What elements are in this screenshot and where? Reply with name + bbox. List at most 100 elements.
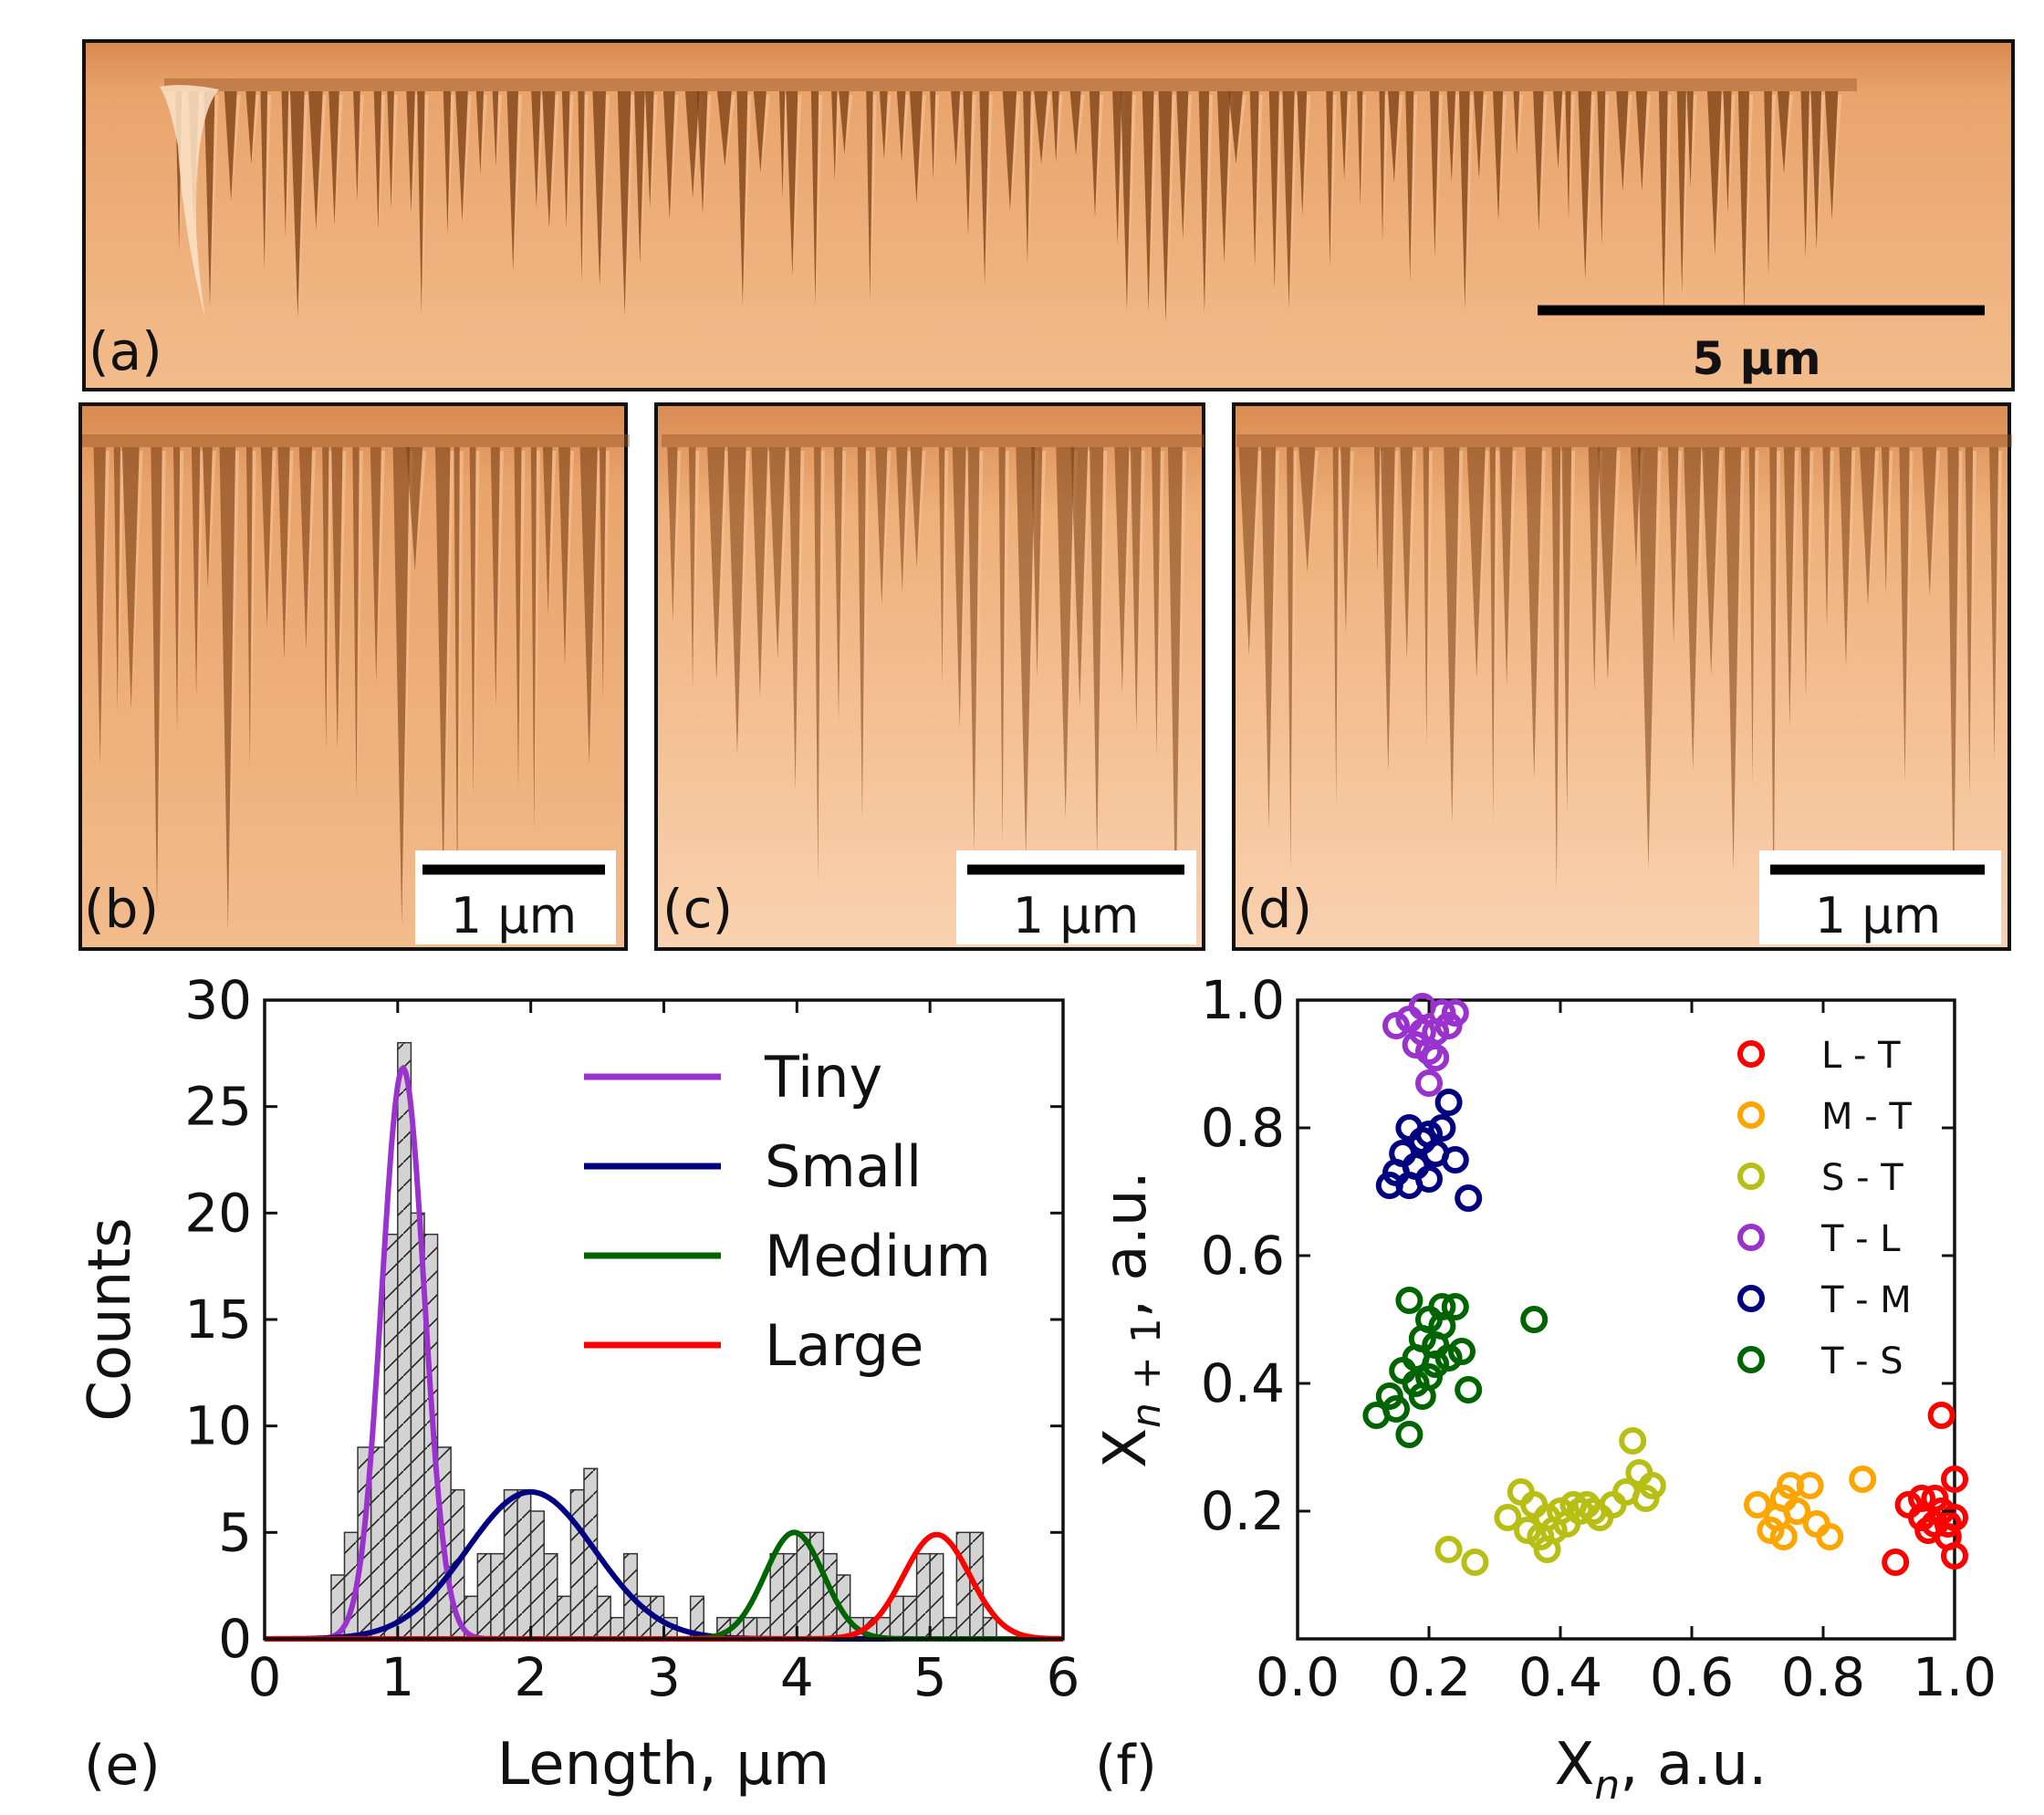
sem-needle [751,447,768,698]
sem-needle [245,447,253,770]
histogram-bar [397,1041,412,1640]
sem-needle-edge [583,95,589,274]
scatter-point-ts [1382,1395,1410,1423]
sem-needle-edge [1790,451,1799,715]
sem-needle [1810,91,1822,250]
sem-needle-edge [119,451,124,700]
histogram-bar [557,1595,572,1640]
scatter-point-tm [1415,1121,1443,1148]
sem-needle [1249,91,1259,267]
scatter-point-lt [1941,1504,1968,1531]
sem-needle [979,91,989,286]
sem-needle-edge [903,451,912,586]
sem-needle-edge [1435,95,1443,249]
sem-needle [938,447,945,684]
legend-label-medium: Medium [765,1223,991,1289]
sem-needle [1142,91,1154,312]
sem-needle [1764,91,1772,277]
sem-needle-edge [1769,95,1776,267]
sem-needle [373,91,382,230]
sem-needle [1551,447,1561,892]
sem-needle-edge [1237,95,1246,161]
sem-needle-edge [1716,95,1726,247]
sem-needle [875,447,888,606]
sem-needle [1380,447,1395,774]
sem-needle-edge [778,451,789,649]
sem-needle-edge [1692,95,1697,183]
histogram-bar [902,1595,918,1640]
sem-needle-edge [934,95,940,176]
sem-top-edge [1236,434,2012,447]
sem-needle [1489,447,1496,824]
histogram-bar [516,1488,532,1640]
sem-needle-edge [550,95,559,223]
sem-needle [716,91,732,167]
sem-needle [707,447,725,682]
scatter-point-mt [1744,1491,1771,1518]
histogram-bar [476,1552,492,1640]
sem-needle [353,91,360,201]
sem-needle-edge [392,95,398,203]
sem-needle-edge [1395,95,1403,179]
sem-needle-edge [1507,451,1517,674]
histogram-bar [383,1233,399,1640]
sem-needle-edge [1166,95,1176,311]
y-tick-label: 0 [218,1608,252,1670]
sem-needle-edge [232,95,241,196]
sem-needle [1630,447,1641,569]
histogram-bar [610,1616,625,1640]
sem-needle [1326,91,1333,268]
sem-needle [1016,447,1036,858]
sem-needle-edge [793,95,802,267]
sem-needle-edge [1331,95,1337,259]
sem-needle [1597,91,1606,246]
sem-needle-edge [178,451,184,720]
sem-needle-edge [229,451,240,908]
histogram-bar [929,1552,944,1640]
histogram-bar [783,1552,798,1640]
sem-needle-edge [251,451,256,755]
sem-needle-edge [590,451,601,750]
sem-needle-edge [1453,451,1464,806]
sem-needle-edge [1664,95,1672,308]
sem-needle [952,447,966,729]
sem-needle [963,91,973,236]
scatter-point-tl [1382,1012,1410,1039]
sem-needle-edge [1250,451,1262,645]
sem-needle [1400,447,1413,661]
sem-needle [434,447,451,884]
sem-panel-d: 1 µm (d) [1232,402,2012,951]
sem-needle [1667,447,1679,644]
sem-needle [1513,91,1520,156]
sem-needle-edge [1494,451,1499,805]
sem-needle-edge [797,451,805,775]
sem-needle [298,447,313,651]
sem-needle-edge [1559,95,1567,166]
sem-needle [1429,91,1439,257]
sem-needle [578,91,585,283]
sem-needle [1748,447,1756,785]
scatter-point-ts [1422,1351,1450,1378]
sem-needle-edge [1728,95,1736,208]
sem-needle [1167,447,1183,923]
sem-needle-edge [1735,451,1746,850]
sem-needle [833,447,843,721]
sem-needle [879,91,888,161]
spikes-c [662,434,1204,923]
scatter-point-st [1507,1478,1535,1506]
sem-needle [1090,447,1104,857]
sem-needle [202,447,213,589]
sem-needle-edge [725,95,735,163]
sem-needle [1379,91,1385,243]
sem-needle [454,447,460,909]
sem-needle-edge [1609,451,1621,670]
sem-needle [579,447,598,766]
sem-needle-edge [902,95,910,159]
sem-needle [1282,91,1295,308]
sem-needle [688,447,696,687]
sem-needle [1466,447,1486,679]
sem-needle-edge [1754,451,1759,767]
sem-needle [696,91,708,215]
sem-needle [1658,91,1668,319]
